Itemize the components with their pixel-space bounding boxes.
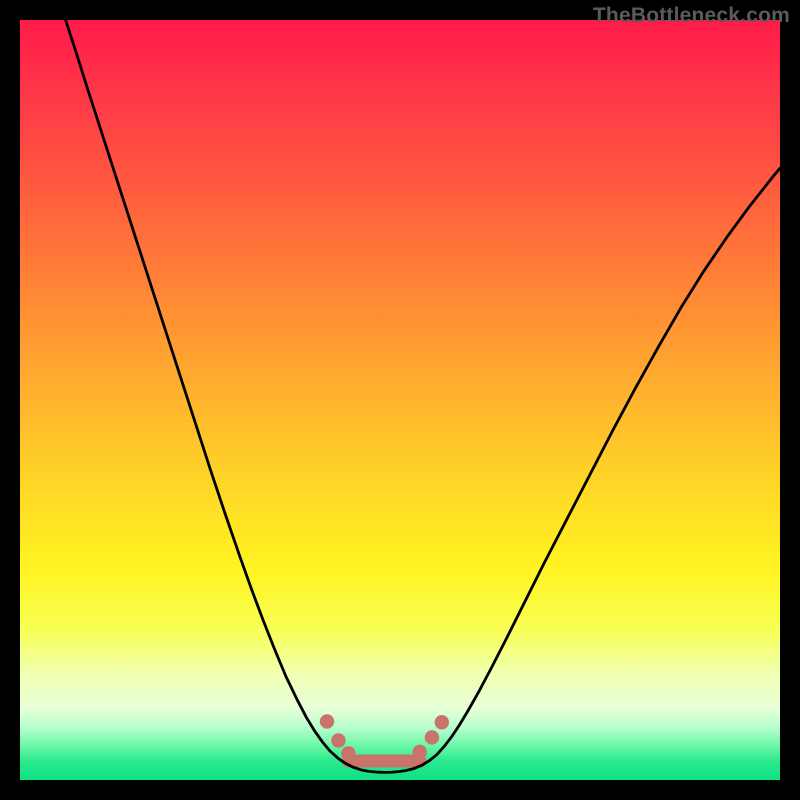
plot-background [20,20,780,780]
chart-container: TheBottleneck.com [0,0,800,800]
watermark-text: TheBottleneck.com [593,4,790,28]
chart-svg [0,0,800,800]
